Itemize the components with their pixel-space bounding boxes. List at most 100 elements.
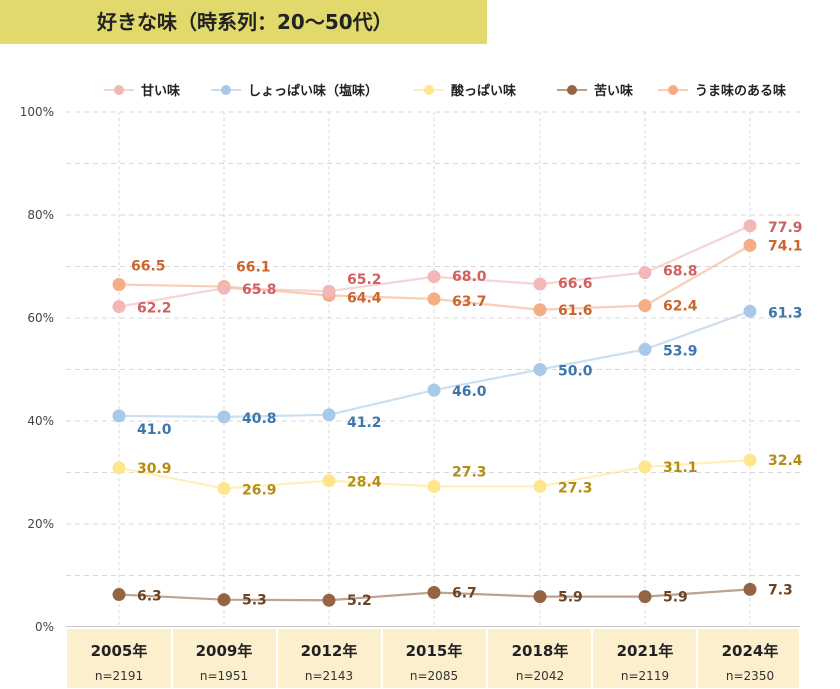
data-label: 7.3	[768, 582, 793, 598]
data-label: 65.2	[347, 272, 382, 288]
sample-size-label: n=2085	[410, 669, 458, 683]
data-label: 62.2	[137, 301, 172, 317]
x-category-label: 2018年	[512, 642, 569, 660]
sample-size-label: n=2350	[726, 669, 774, 683]
title-banner: 好きな味（時系列：20〜50代）	[0, 0, 487, 44]
sample-size-label: n=2191	[95, 669, 143, 683]
data-point	[427, 479, 441, 493]
chart-title: 好きな味（時系列：20〜50代）	[97, 10, 393, 34]
data-point	[533, 363, 547, 376]
data-label: 50.0	[558, 364, 593, 380]
data-label: 68.0	[452, 269, 487, 285]
data-point	[743, 582, 757, 596]
data-point	[533, 479, 547, 493]
y-tick-label: 60%	[27, 311, 54, 325]
data-point	[322, 408, 336, 422]
y-tick-label: 40%	[27, 414, 54, 428]
legend-marker	[567, 85, 577, 95]
legend-label: しょっぱい味（塩味）	[248, 83, 378, 99]
data-label: 65.8	[242, 282, 277, 298]
data-point	[322, 593, 336, 607]
data-label: 77.9	[768, 220, 803, 236]
data-label: 53.9	[663, 343, 698, 359]
data-point	[427, 292, 441, 306]
data-point	[533, 277, 547, 291]
data-point	[322, 284, 336, 298]
data-point	[217, 410, 231, 424]
sample-size-label: n=1951	[200, 669, 248, 683]
sample-size-label: n=2119	[621, 669, 669, 683]
legend-marker	[114, 85, 124, 95]
x-category-label: 2005年	[91, 642, 148, 660]
x-category-label: 2024年	[722, 642, 779, 660]
data-point	[743, 453, 757, 467]
data-label: 27.3	[558, 480, 593, 496]
data-point	[427, 383, 441, 397]
legend-marker	[424, 85, 434, 95]
data-label: 62.4	[663, 299, 698, 315]
data-point	[743, 304, 757, 318]
data-point	[638, 342, 652, 356]
y-tick-label: 100%	[20, 105, 54, 119]
y-tick-label: 80%	[27, 208, 54, 222]
data-label: 64.4	[347, 290, 382, 306]
category-cell	[171, 627, 278, 689]
data-point	[112, 300, 126, 314]
x-category-label: 2009年	[196, 642, 253, 660]
legend-label: 甘い味	[141, 83, 180, 99]
data-label: 5.3	[242, 593, 267, 609]
data-label: 31.1	[663, 460, 698, 476]
category-cell	[276, 627, 383, 689]
data-label: 32.4	[768, 453, 803, 469]
data-point	[112, 461, 126, 475]
data-point	[638, 590, 652, 604]
data-point	[217, 593, 231, 607]
data-label: 27.3	[452, 464, 487, 480]
data-label: 66.6	[558, 276, 593, 292]
sample-size-label: n=2143	[305, 669, 353, 683]
legend-label: 苦い味	[594, 83, 633, 99]
data-label: 41.0	[137, 422, 172, 438]
data-label: 66.1	[236, 260, 271, 276]
data-point	[743, 238, 757, 252]
data-point	[638, 460, 652, 474]
data-label: 5.9	[558, 590, 583, 606]
data-point	[533, 590, 547, 604]
data-point	[427, 270, 441, 284]
x-category-label: 2012年	[301, 642, 358, 660]
data-label: 41.2	[347, 415, 382, 431]
sample-size-label: n=2042	[516, 669, 564, 683]
data-label: 68.8	[663, 264, 698, 280]
data-label: 63.7	[452, 294, 487, 310]
y-tick-label: 0%	[35, 620, 54, 634]
data-label: 74.1	[768, 238, 803, 254]
data-label: 6.3	[137, 589, 162, 605]
data-label: 40.8	[242, 411, 277, 427]
data-label: 26.9	[242, 482, 277, 498]
data-point	[322, 474, 336, 488]
data-point	[743, 219, 757, 233]
legend-label: 酸っぱい味	[451, 83, 516, 99]
x-category-label: 2015年	[406, 642, 463, 660]
legend-label: うま味のある味	[695, 83, 786, 99]
x-category-label: 2021年	[617, 642, 674, 660]
data-label: 61.3	[768, 305, 803, 321]
data-label: 5.9	[663, 590, 688, 606]
data-point	[217, 481, 231, 495]
data-label: 66.5	[131, 259, 166, 275]
data-label: 28.4	[347, 475, 382, 491]
legend-marker	[221, 85, 231, 95]
y-tick-label: 20%	[27, 517, 54, 531]
category-cell	[696, 627, 801, 689]
data-label: 30.9	[137, 461, 172, 477]
data-label: 5.2	[347, 593, 372, 609]
legend-marker	[668, 85, 678, 95]
data-point	[217, 281, 231, 295]
data-label: 6.7	[452, 585, 477, 601]
data-point	[112, 409, 126, 423]
data-point	[112, 278, 126, 292]
category-cell	[591, 627, 698, 689]
data-point	[638, 266, 652, 280]
data-point	[638, 299, 652, 313]
